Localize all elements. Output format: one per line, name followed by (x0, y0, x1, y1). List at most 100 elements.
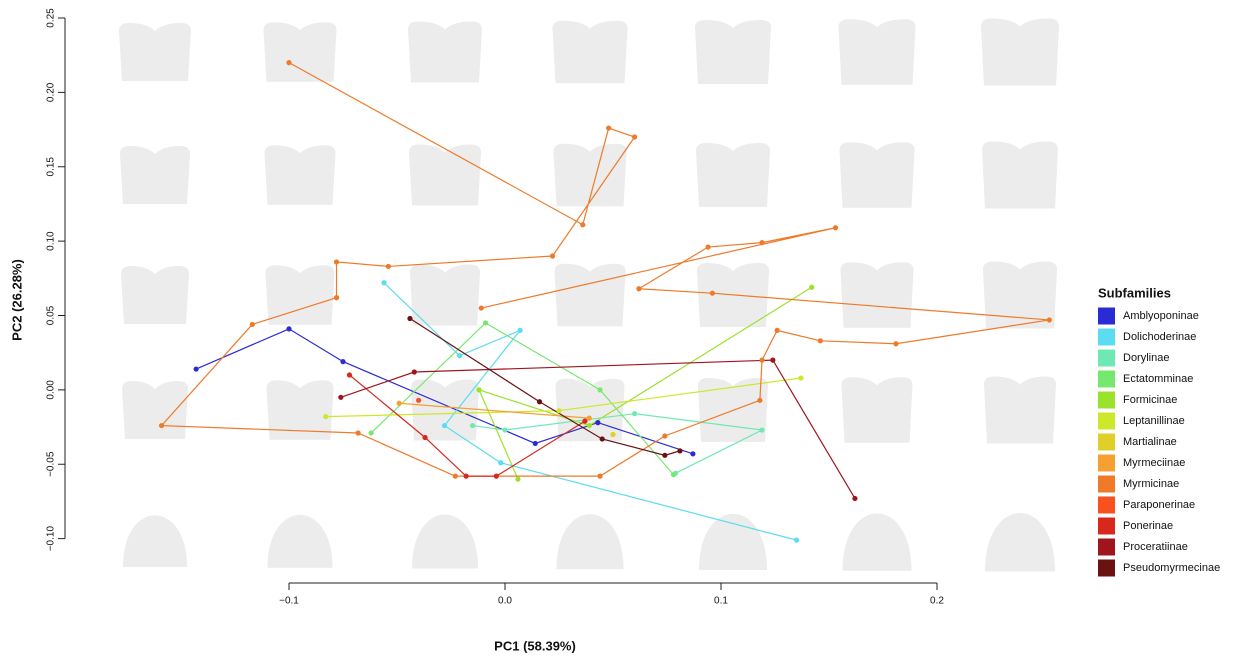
tip-point (470, 422, 476, 429)
tip-point (632, 134, 638, 140)
y-tick-label: 0.10 (46, 231, 57, 251)
tip-point (346, 372, 353, 378)
y-tick-label: 0.05 (46, 305, 57, 325)
tooth-silhouette (119, 23, 191, 81)
tip-point (457, 353, 463, 359)
x-axis-label: PC1 (58.39%) (494, 638, 576, 653)
tip-point (452, 473, 458, 479)
tip-point (770, 357, 776, 363)
tooth-silhouette (408, 21, 482, 83)
legend-swatch (1098, 307, 1115, 325)
tip-point (422, 434, 428, 441)
background-silhouettes (119, 18, 1059, 572)
y-tick-label: 0.00 (46, 380, 57, 400)
legend-swatch (1098, 391, 1115, 409)
legend-swatch (1098, 370, 1115, 388)
tip-point (636, 286, 642, 292)
legend-label: Proceratiinae (1123, 541, 1188, 553)
y-tick-label: −0.10 (46, 526, 57, 552)
tooth-silhouette (842, 513, 912, 571)
legend-label: Myrmeciinae (1123, 457, 1185, 469)
branch-line (160, 62, 1050, 477)
tip-point (416, 397, 422, 403)
branch-line (399, 402, 590, 419)
tip-point (586, 422, 592, 429)
tip-point (368, 430, 374, 436)
tip-point (759, 357, 765, 363)
tooth-silhouette (266, 380, 334, 440)
tip-point (338, 394, 344, 400)
x-tick-label: 0.0 (498, 596, 512, 607)
tip-point (774, 327, 780, 333)
tip-point (794, 537, 800, 543)
tip-point (709, 290, 715, 296)
legend-swatch (1098, 538, 1115, 556)
legend-swatch (1098, 349, 1115, 367)
tip-point (759, 427, 765, 433)
tip-point (817, 338, 823, 344)
tooth-silhouette (120, 146, 190, 204)
tooth-silhouette (556, 514, 624, 570)
tooth-silhouette (984, 376, 1056, 444)
tip-point (662, 433, 668, 439)
plot-area: −0.10 −0.05 0.00 0.05 0.10 0.15 0.20 0.25 −0.1 0.… (46, 8, 1221, 607)
tip-point (502, 427, 508, 433)
legend-swatch (1098, 412, 1115, 430)
tip-point (606, 125, 612, 131)
x-tick-label: 0.1 (714, 596, 728, 607)
tooth-silhouette (841, 377, 913, 443)
tip-point (355, 430, 361, 436)
tip-point (632, 411, 638, 417)
tip-point (517, 327, 523, 333)
tooth-silhouette (264, 145, 336, 205)
tip-point (249, 321, 255, 328)
tip-point (597, 387, 603, 393)
legend-label: Myrmicinae (1123, 478, 1179, 490)
tip-point (549, 253, 556, 259)
tip-point (690, 451, 696, 457)
branch-line (370, 322, 674, 476)
tip-point (759, 240, 765, 246)
legend-label: Ponerinae (1123, 520, 1173, 532)
tip-point (852, 495, 858, 502)
tip-point (286, 60, 292, 66)
tooth-silhouette (695, 20, 771, 84)
tooth-silhouette (985, 513, 1055, 572)
tooth-silhouette (982, 141, 1058, 209)
legend-swatch (1098, 328, 1115, 346)
x-tick-label: 0.2 (930, 596, 944, 607)
tooth-silhouette (411, 379, 479, 441)
tip-point (463, 473, 469, 479)
tip-point (515, 476, 521, 482)
y-tick-label: 0.15 (46, 157, 57, 177)
legend-title: Subfamilies (1098, 285, 1171, 300)
tip-point (498, 460, 504, 466)
legend-label: Paraponerinae (1123, 499, 1195, 511)
tip-point (893, 341, 899, 347)
tooth-silhouette (265, 265, 335, 325)
legend-swatch (1098, 517, 1115, 535)
tip-point (809, 284, 815, 290)
x-tick-label: −0.1 (279, 596, 299, 607)
tooth-silhouette (983, 261, 1057, 329)
branch-line (340, 359, 856, 499)
tip-point (411, 369, 417, 375)
tip-point (582, 418, 588, 424)
tooth-silhouette (410, 264, 480, 326)
tip-point (532, 440, 538, 447)
tip-point (832, 225, 839, 231)
y-tick-label: 0.20 (46, 82, 57, 102)
tooth-silhouette (553, 143, 627, 207)
legend-label: Ectatomminae (1123, 373, 1193, 385)
tip-point (407, 315, 413, 322)
tip-point (662, 452, 668, 458)
tooth-silhouette (554, 263, 626, 327)
tip-point (381, 280, 387, 286)
tip-point (1046, 317, 1052, 323)
tip-point (610, 431, 616, 438)
tip-point (286, 326, 292, 332)
tip-point (677, 448, 683, 454)
tip-point (493, 473, 499, 479)
tooth-silhouette (839, 142, 915, 208)
legend-label: Amblyoponinae (1123, 310, 1199, 322)
